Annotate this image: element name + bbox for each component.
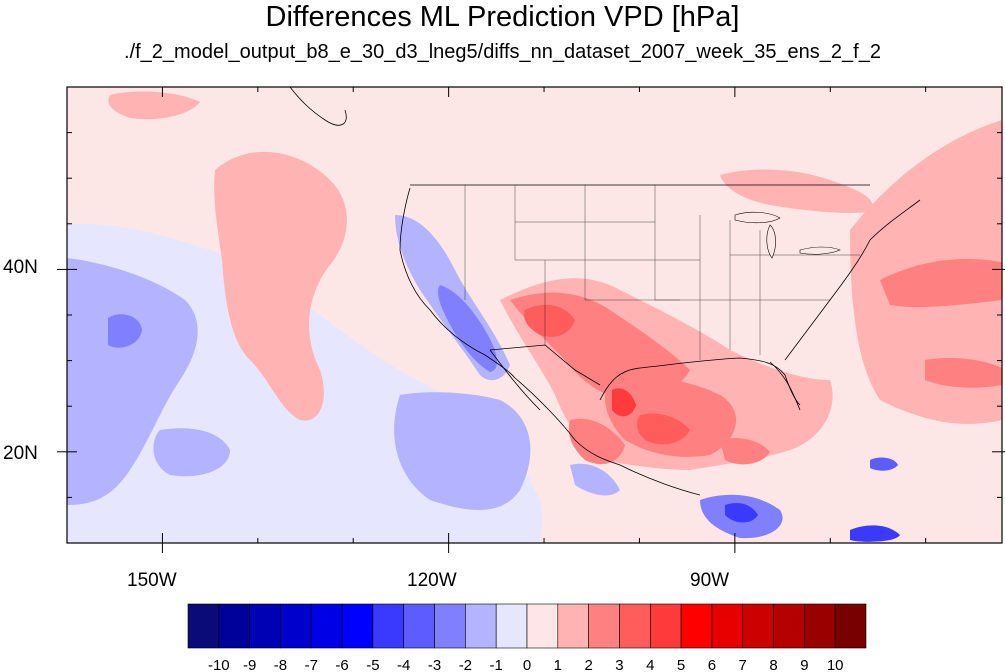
us-west-coast bbox=[399, 187, 516, 379]
colorbar-label: 3 bbox=[615, 657, 623, 672]
mexico-positive-max bbox=[612, 388, 636, 417]
state-borders bbox=[464, 185, 860, 360]
florida bbox=[769, 361, 801, 411]
map-title: Differences ML Prediction VPD [hPa] bbox=[265, 1, 740, 33]
colorbar-swatch bbox=[834, 603, 867, 649]
colorbar-label: -2 bbox=[459, 657, 472, 672]
colorbar-label: -6 bbox=[335, 657, 348, 672]
colorbar-label: 7 bbox=[739, 657, 747, 672]
colorbar-swatch bbox=[403, 603, 435, 649]
colorbar: -10 -9 -8 -7 -6 -5 -4 -3 -2 -1 0 1 2 3 4 5 6 7 8 9 10 bbox=[187, 603, 867, 672]
texas-positive-max bbox=[524, 304, 575, 337]
colorbar-swatch bbox=[588, 603, 620, 649]
lon-label-150w: 150W bbox=[127, 570, 177, 591]
colorbar-swatch bbox=[495, 603, 528, 649]
caribbean-negative-spot-2 bbox=[850, 525, 900, 542]
colorbar-label: -5 bbox=[366, 657, 379, 672]
atlantic-positive-core bbox=[880, 259, 1002, 308]
west-mexico-positive-core bbox=[568, 418, 625, 465]
colorbar-swatch bbox=[742, 603, 774, 649]
yucatan-positive bbox=[720, 438, 770, 465]
colorbar-label: 10 bbox=[827, 657, 844, 672]
map-subtitle: ./f_2_model_output_b8_e_30_d3_lneg5/diff… bbox=[124, 41, 881, 63]
mexico-pacific-coast bbox=[514, 377, 701, 496]
colorbar-label: 5 bbox=[677, 657, 685, 672]
colorbar-label: 6 bbox=[708, 657, 716, 672]
lat-label-40n: 40N bbox=[3, 257, 38, 278]
colorbar-label: -8 bbox=[274, 657, 287, 672]
colorbar-swatch bbox=[680, 603, 713, 649]
colorbar-swatch bbox=[187, 603, 220, 649]
colorbar-label: -4 bbox=[397, 657, 410, 672]
us-mexico-border bbox=[489, 344, 601, 386]
colorbar-label: -9 bbox=[243, 657, 256, 672]
mexico-pacific-negative bbox=[570, 463, 620, 496]
central-america-negative-core bbox=[725, 503, 758, 523]
caribbean-negative-spot bbox=[870, 457, 898, 471]
atlantic-positive-core-2 bbox=[925, 357, 1002, 388]
axis-ticks bbox=[57, 86, 1005, 553]
colorbar-swatch bbox=[341, 603, 374, 649]
lake-erie bbox=[799, 246, 841, 255]
hawaii-negative-patch bbox=[153, 428, 230, 477]
canada-positive bbox=[720, 169, 873, 213]
lon-label-120w: 120W bbox=[407, 570, 457, 591]
lake-superior bbox=[734, 211, 781, 224]
gulf-positive-max bbox=[637, 413, 690, 445]
colorbar-swatch bbox=[218, 603, 250, 649]
colorbar-swatch bbox=[465, 603, 497, 649]
colorbar-label: 4 bbox=[646, 657, 654, 672]
colorbar-swatch bbox=[526, 603, 559, 649]
colorbar-swatch bbox=[804, 603, 836, 649]
colorbar-label: 9 bbox=[800, 657, 808, 672]
colorbar-swatch bbox=[434, 603, 466, 649]
colorbar-label: -3 bbox=[428, 657, 441, 672]
map-field bbox=[67, 87, 1002, 543]
colorbar-swatch bbox=[619, 603, 651, 649]
alaska-coast bbox=[289, 87, 347, 126]
great-lakes bbox=[734, 211, 841, 259]
pacific-negative-patch bbox=[394, 392, 531, 510]
lake-michigan bbox=[766, 224, 776, 259]
pacific-negative-core bbox=[67, 258, 198, 505]
california-negative-core bbox=[437, 285, 497, 372]
colorbar-label: 1 bbox=[554, 657, 562, 672]
lon-label-90w: 90W bbox=[690, 570, 730, 591]
colorbar-swatch bbox=[249, 603, 281, 649]
colorbar-label: 8 bbox=[769, 657, 777, 672]
colorbar-swatch bbox=[372, 603, 405, 649]
colorbar-swatch bbox=[773, 603, 805, 649]
alaska-gulf-positive bbox=[108, 91, 200, 120]
northeast-pacific-positive bbox=[214, 151, 347, 421]
colorbar-label: -1 bbox=[490, 657, 503, 672]
us-east-coast bbox=[784, 199, 921, 361]
baja-california bbox=[489, 349, 541, 411]
colorbar-swatch bbox=[557, 603, 589, 649]
colorbar-label: -7 bbox=[305, 657, 318, 672]
colorbar-label: -10 bbox=[208, 657, 230, 672]
colorbar-swatch bbox=[711, 603, 744, 649]
colorbar-swatch bbox=[280, 603, 312, 649]
colorbar-swatch bbox=[649, 603, 682, 649]
colorbar-label: 0 bbox=[523, 657, 531, 672]
colorbar-label: 2 bbox=[584, 657, 592, 672]
pacific-negative-spot bbox=[108, 314, 142, 348]
colorbar-swatch bbox=[310, 603, 343, 649]
lat-label-20n: 20N bbox=[3, 443, 38, 464]
coastlines bbox=[289, 87, 921, 496]
